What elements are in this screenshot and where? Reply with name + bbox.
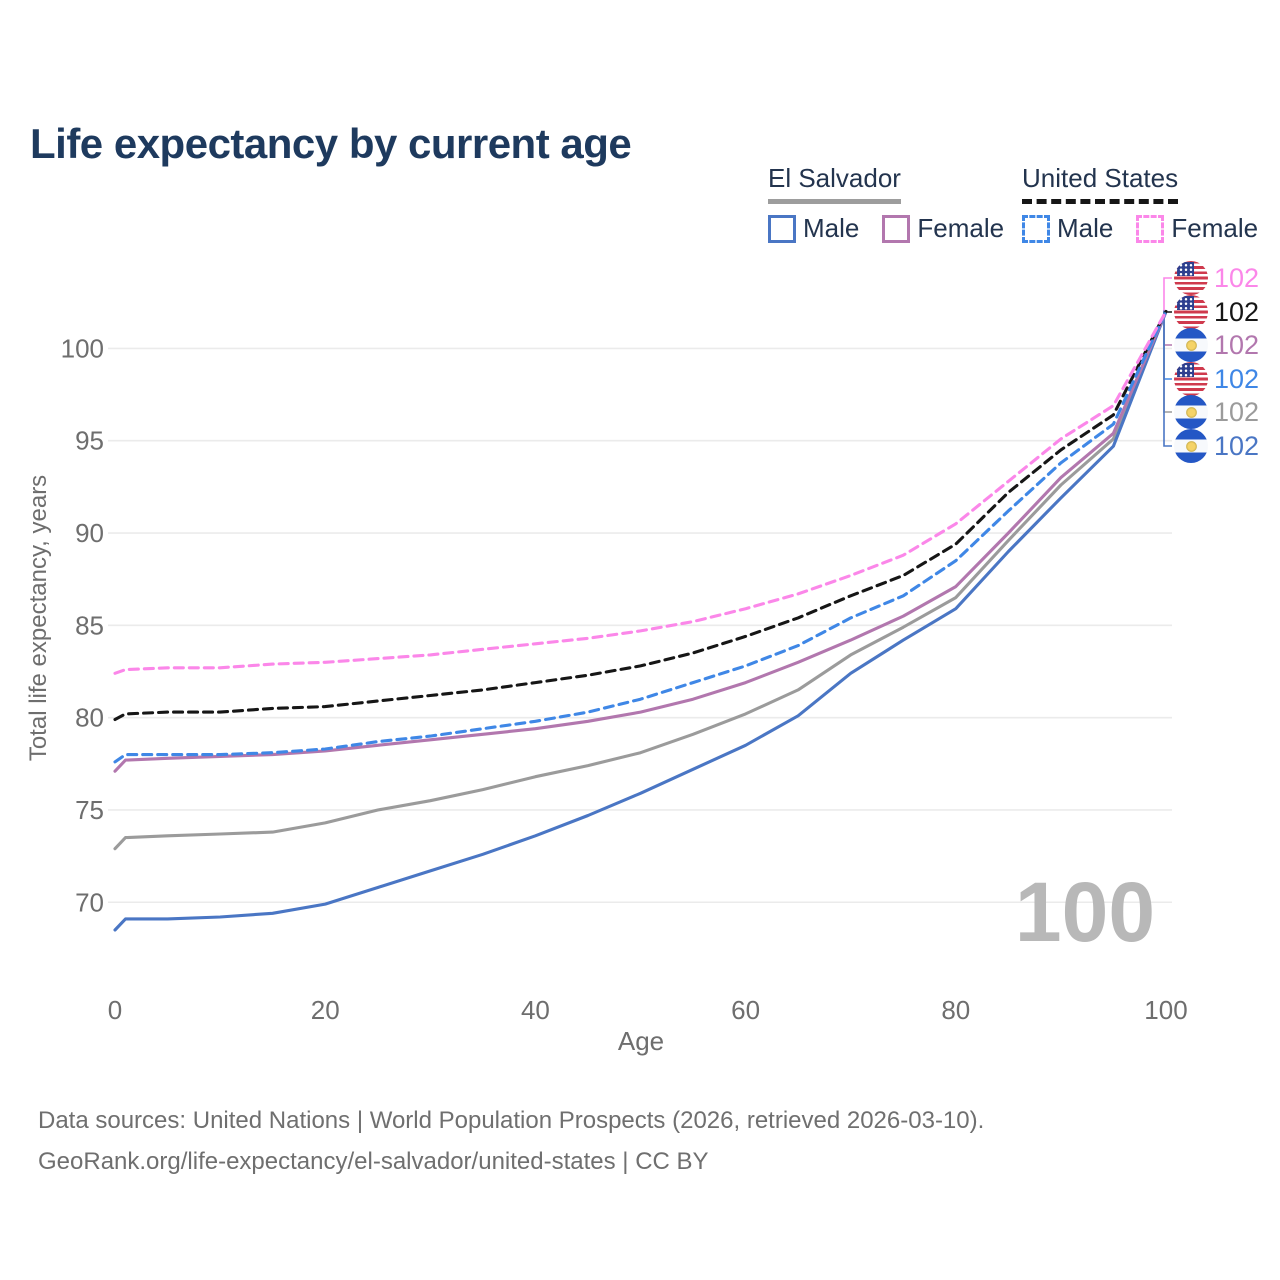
y-tick-label: 90 xyxy=(75,518,104,548)
x-tick-label: 0 xyxy=(108,995,122,1025)
y-tick-label: 80 xyxy=(75,703,104,733)
label-connector xyxy=(1163,277,1172,313)
end-label-value: 102 xyxy=(1214,329,1260,360)
series-line-us_female[interactable] xyxy=(113,309,1168,675)
solid-male-swatch-icon xyxy=(768,214,796,243)
legend-item-label: Female xyxy=(1171,213,1259,243)
x-tick-label: 20 xyxy=(311,995,340,1025)
x-tick-label: 60 xyxy=(731,995,760,1025)
legend-group-el-salvador: El Salvador Male Female xyxy=(768,163,1027,244)
dashed-male-swatch-icon xyxy=(1022,214,1050,243)
y-tick-label: 100 xyxy=(61,333,104,363)
y-tick-label: 75 xyxy=(75,795,104,825)
footer: Data sources: United Nations | World Pop… xyxy=(38,1100,984,1182)
el-salvador-flag-icon xyxy=(1174,395,1208,429)
us-flag-icon xyxy=(1174,362,1208,396)
series-line-es_female[interactable] xyxy=(113,309,1168,773)
us-flag-icon xyxy=(1174,261,1208,295)
series-line-es_both[interactable] xyxy=(113,309,1168,851)
label-connector xyxy=(1163,310,1172,413)
legend-item-united-states-male[interactable]: Male xyxy=(1022,213,1113,244)
legend-item-el-salvador-female[interactable]: Female xyxy=(882,213,1004,244)
legend-group-united-states: United States Male Female xyxy=(1022,163,1280,244)
series-line-es_male[interactable] xyxy=(113,309,1168,932)
legend-item-el-salvador-male[interactable]: Male xyxy=(768,213,859,244)
x-tick-label: 80 xyxy=(941,995,970,1025)
end-label-value: 102 xyxy=(1214,262,1260,293)
legend-group-title-united-states: United States xyxy=(1022,163,1179,204)
end-label-value: 102 xyxy=(1214,363,1260,394)
dashed-female-swatch-icon xyxy=(1136,214,1165,243)
legend-item-label: Male xyxy=(803,213,860,243)
y-axis-title: Total life expectancy, years xyxy=(25,475,52,761)
page-title: Life expectancy by current age xyxy=(30,120,632,168)
legend-group-title-el-salvador: El Salvador xyxy=(768,163,901,204)
y-tick-label: 85 xyxy=(75,610,104,640)
legend-item-united-states-female[interactable]: Female xyxy=(1136,213,1258,244)
series-line-us_male[interactable] xyxy=(113,309,1168,764)
end-label-es_both: 102 xyxy=(1174,395,1259,429)
end-label-us_female: 102 xyxy=(1174,261,1259,295)
end-label-value: 102 xyxy=(1214,296,1260,327)
series-line-us_both[interactable] xyxy=(113,309,1168,722)
data-sources-text: Data sources: United Nations | World Pop… xyxy=(38,1107,985,1134)
end-label-us_male: 102 xyxy=(1174,362,1259,396)
age-watermark: 100 xyxy=(1015,865,1155,959)
solid-female-swatch-icon xyxy=(882,214,911,243)
end-label-es_female: 102 xyxy=(1174,328,1259,362)
y-tick-label: 95 xyxy=(75,426,104,456)
y-tick-label: 70 xyxy=(75,887,104,917)
end-label-es_male: 102 xyxy=(1174,429,1259,463)
attribution-text: GeoRank.org/life-expectancy/el-salvador/… xyxy=(38,1148,709,1175)
el-salvador-flag-icon xyxy=(1174,429,1208,463)
legend-item-label: Male xyxy=(1057,213,1114,243)
x-tick-label: 40 xyxy=(521,995,550,1025)
el-salvador-flag-icon xyxy=(1174,328,1208,362)
legend-item-label: Female xyxy=(917,213,1005,243)
us-flag-icon xyxy=(1174,295,1208,329)
end-label-value: 102 xyxy=(1214,396,1260,427)
end-label-us_both: 102 xyxy=(1174,295,1259,329)
x-axis-title: Age xyxy=(618,1026,664,1056)
end-label-value: 102 xyxy=(1214,430,1260,461)
x-tick-label: 100 xyxy=(1144,995,1187,1025)
